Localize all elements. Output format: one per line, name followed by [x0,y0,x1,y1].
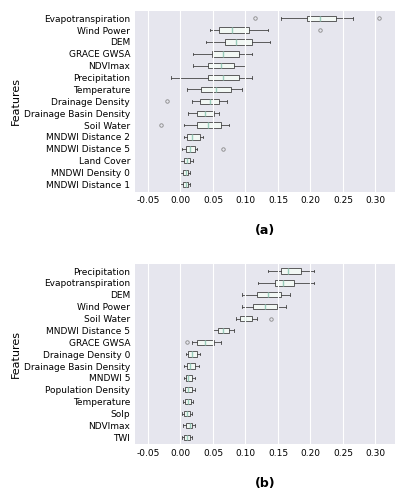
PathPatch shape [183,170,188,175]
PathPatch shape [274,280,294,285]
PathPatch shape [281,268,300,274]
PathPatch shape [188,352,196,357]
PathPatch shape [224,40,252,44]
Y-axis label: Features: Features [11,78,21,126]
PathPatch shape [187,364,194,368]
PathPatch shape [196,122,220,128]
PathPatch shape [185,387,192,392]
PathPatch shape [183,434,190,440]
Text: (b): (b) [254,477,275,490]
PathPatch shape [183,182,188,187]
PathPatch shape [256,292,281,298]
PathPatch shape [207,75,239,80]
PathPatch shape [201,87,230,92]
PathPatch shape [185,399,190,404]
PathPatch shape [217,328,229,333]
PathPatch shape [253,304,276,310]
PathPatch shape [187,134,200,140]
PathPatch shape [185,146,194,152]
PathPatch shape [196,340,214,345]
PathPatch shape [185,422,192,428]
Text: (a): (a) [254,224,275,237]
PathPatch shape [219,28,248,33]
PathPatch shape [307,16,336,21]
PathPatch shape [207,63,233,68]
PathPatch shape [183,158,190,164]
PathPatch shape [240,316,252,321]
Y-axis label: Features: Features [11,330,21,378]
PathPatch shape [200,98,219,104]
PathPatch shape [184,411,189,416]
PathPatch shape [196,110,214,116]
PathPatch shape [211,51,239,57]
PathPatch shape [185,375,192,380]
